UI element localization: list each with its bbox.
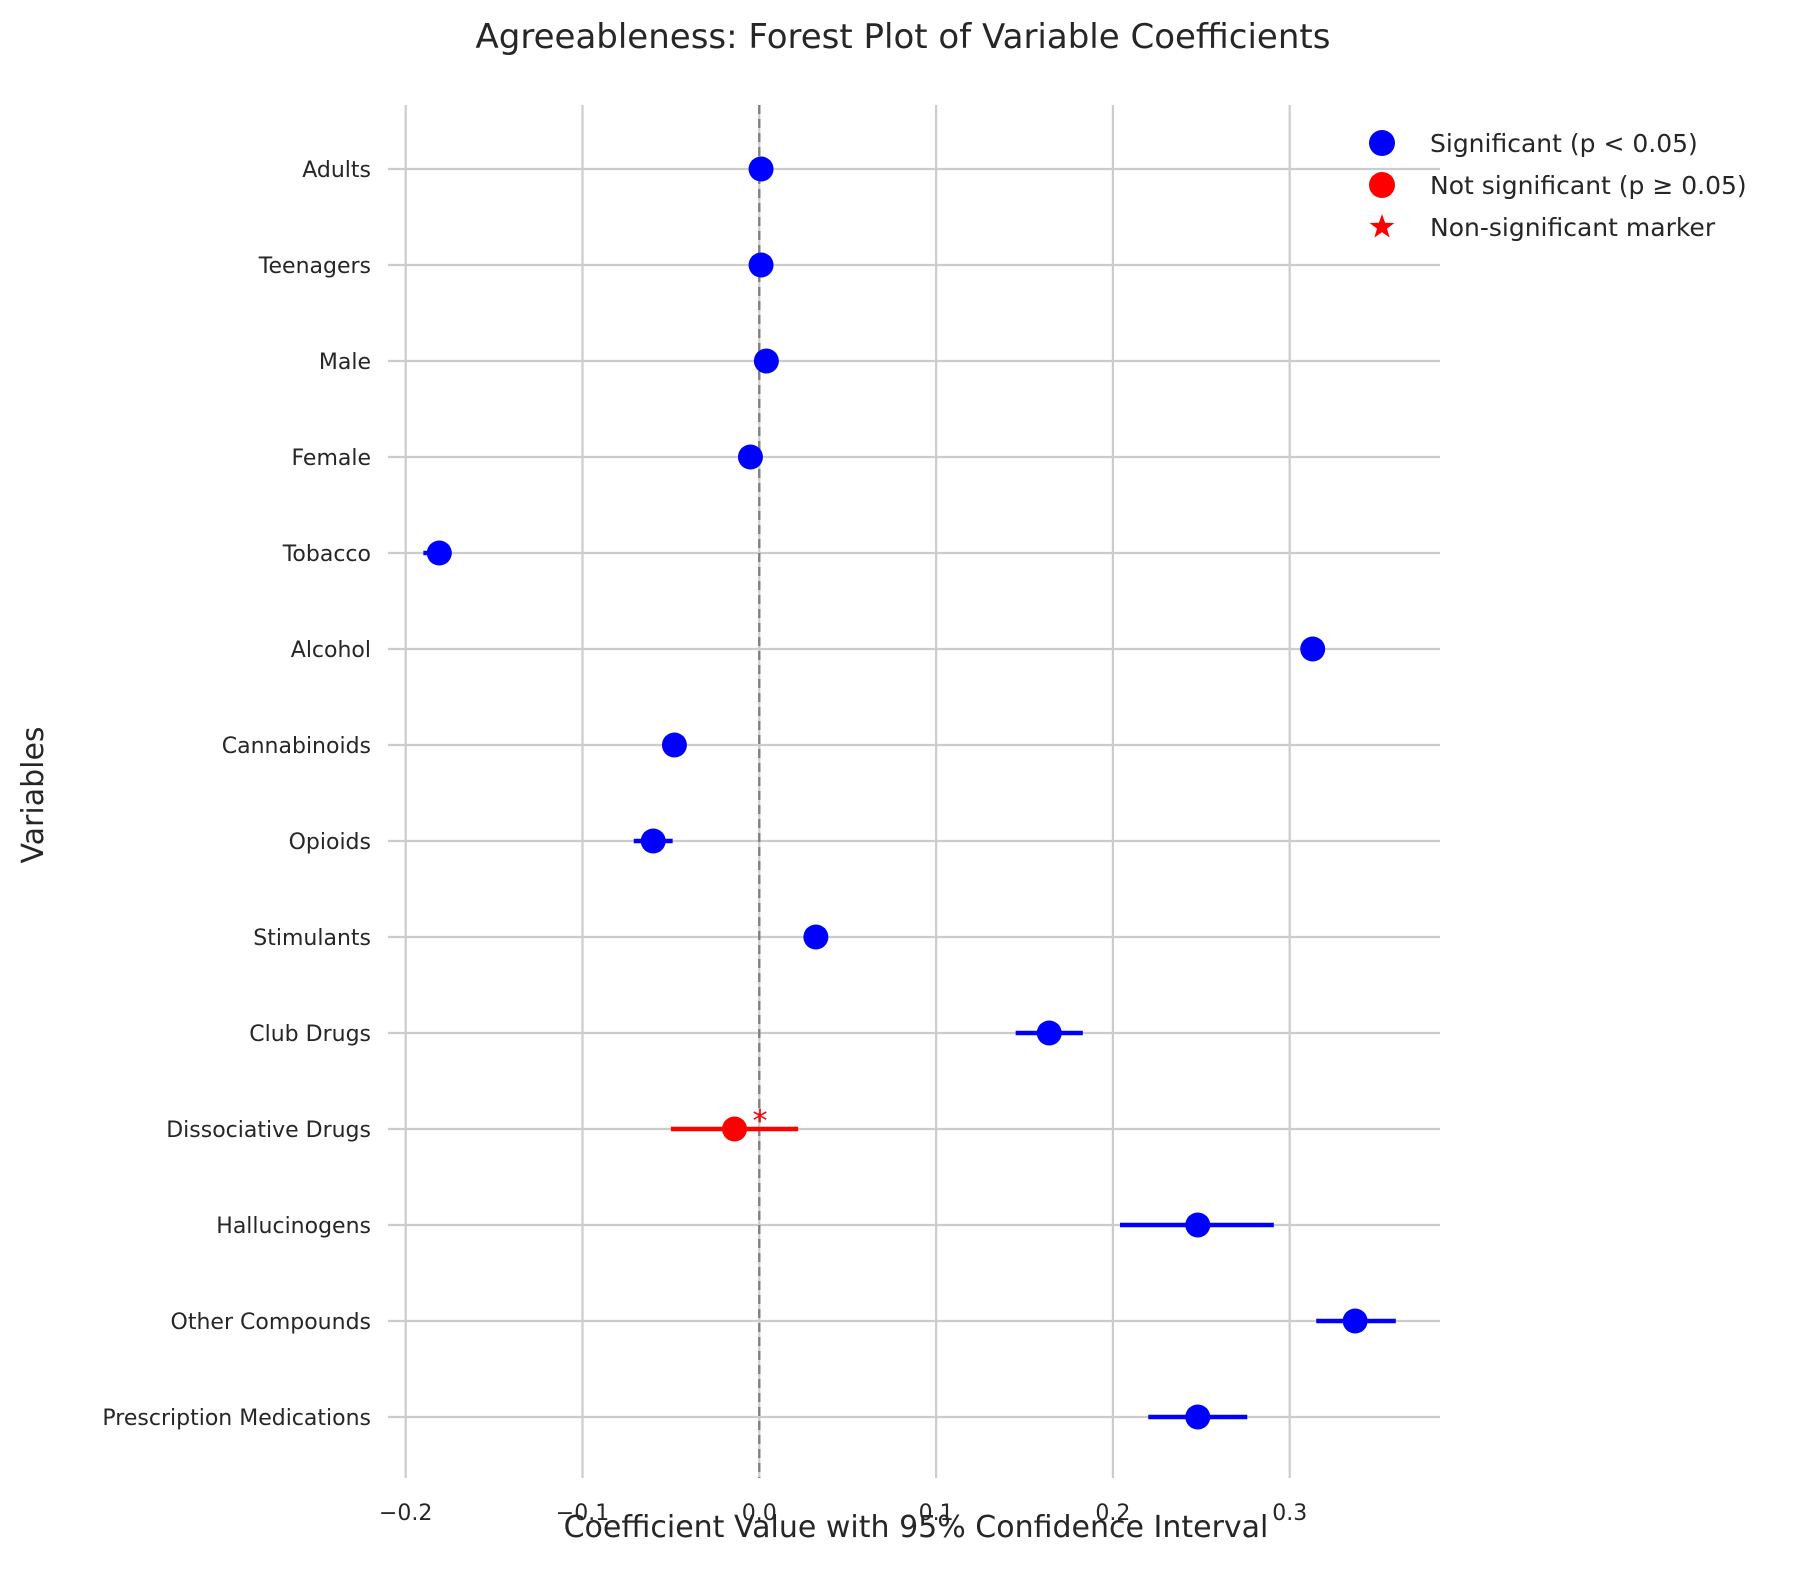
point-marker (426, 540, 452, 566)
x-tick-label: −0.1 (556, 1501, 609, 1526)
point-marker (1036, 1020, 1062, 1046)
legend-label: Not significant (p ≥ 0.05) (1430, 171, 1747, 200)
x-tick-label: 0.1 (919, 1501, 954, 1526)
point-marker (640, 828, 666, 854)
y-tick-label: Cannabinoids (222, 734, 371, 759)
legend-label: Significant (p < 0.05) (1430, 129, 1698, 158)
y-tick-label: Male (319, 350, 371, 375)
y-axis-label: Variables (16, 726, 51, 863)
point-marker (1300, 636, 1326, 662)
legend: Significant (p < 0.05) Not significant (p… (1369, 129, 1747, 242)
point-marker (737, 444, 763, 470)
y-tick-labels: Adults Teenagers Male Female Tobacco Alcohol C… (102, 158, 371, 1431)
y-tick-label: Dissociative Drugs (166, 1118, 371, 1143)
y-tick-label: Tobacco (282, 542, 371, 567)
y-tick-label: Female (291, 446, 371, 471)
y-tick-label: Hallucinogens (216, 1214, 371, 1239)
x-tick-label: −0.2 (379, 1501, 432, 1526)
legend-marker (1369, 172, 1395, 198)
significance-asterisk: * (753, 1104, 768, 1139)
point-marker (753, 348, 779, 374)
y-tick-label: Prescription Medications (102, 1406, 371, 1431)
point-marker (803, 924, 829, 950)
y-tick-label: Alcohol (291, 638, 371, 663)
x-axis-label: Coefficient Value with 95% Confidence In… (564, 1510, 1269, 1545)
chart-title: Agreeableness: Forest Plot of Variable C… (476, 17, 1331, 57)
point-marker (748, 252, 774, 278)
x-tick-label: 0.2 (1095, 1501, 1130, 1526)
x-tick-labels: −0.2 −0.1 0.0 0.1 0.2 0.3 (379, 1501, 1307, 1526)
y-tick-label: Teenagers (258, 254, 371, 279)
y-tick-label: Stimulants (253, 926, 371, 951)
y-tick-label: Adults (302, 158, 371, 183)
x-tick-label: 0.0 (742, 1501, 777, 1526)
y-tick-label: Club Drugs (249, 1022, 371, 1047)
legend-star-icon (1369, 214, 1395, 238)
data-marks: * (423, 156, 1396, 1430)
point-marker (1185, 1212, 1211, 1238)
x-tick-label: 0.3 (1272, 1501, 1307, 1526)
point-marker (748, 156, 774, 182)
point-marker (661, 732, 687, 758)
legend-marker (1369, 130, 1395, 156)
point-marker (1342, 1308, 1368, 1334)
y-tick-label: Other Compounds (171, 1310, 371, 1335)
legend-label: Non-significant marker (1430, 213, 1716, 242)
grid-layer (388, 105, 1440, 1478)
y-tick-label: Opioids (289, 830, 371, 855)
point-marker (1185, 1404, 1211, 1430)
point-marker (722, 1116, 748, 1142)
